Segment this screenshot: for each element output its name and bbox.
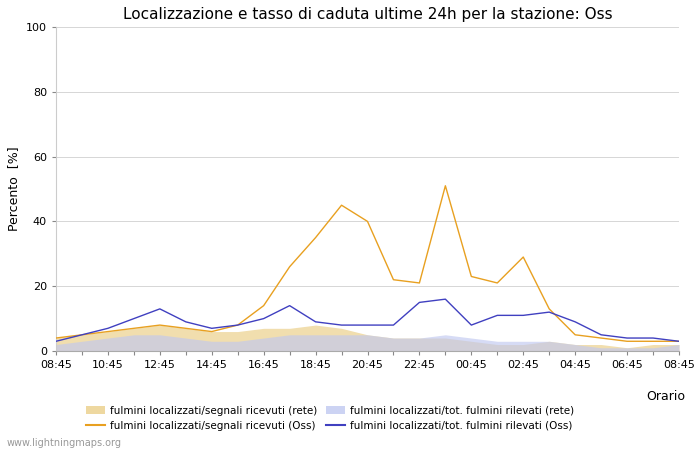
Text: Orario: Orario bbox=[646, 390, 685, 403]
Title: Localizzazione e tasso di caduta ultime 24h per la stazione: Oss: Localizzazione e tasso di caduta ultime … bbox=[122, 7, 612, 22]
Text: www.lightningmaps.org: www.lightningmaps.org bbox=[7, 438, 122, 448]
Legend: fulmini localizzati/segnali ricevuti (rete), fulmini localizzati/segnali ricevut: fulmini localizzati/segnali ricevuti (re… bbox=[82, 401, 578, 435]
Y-axis label: Percento  [%]: Percento [%] bbox=[8, 147, 20, 231]
